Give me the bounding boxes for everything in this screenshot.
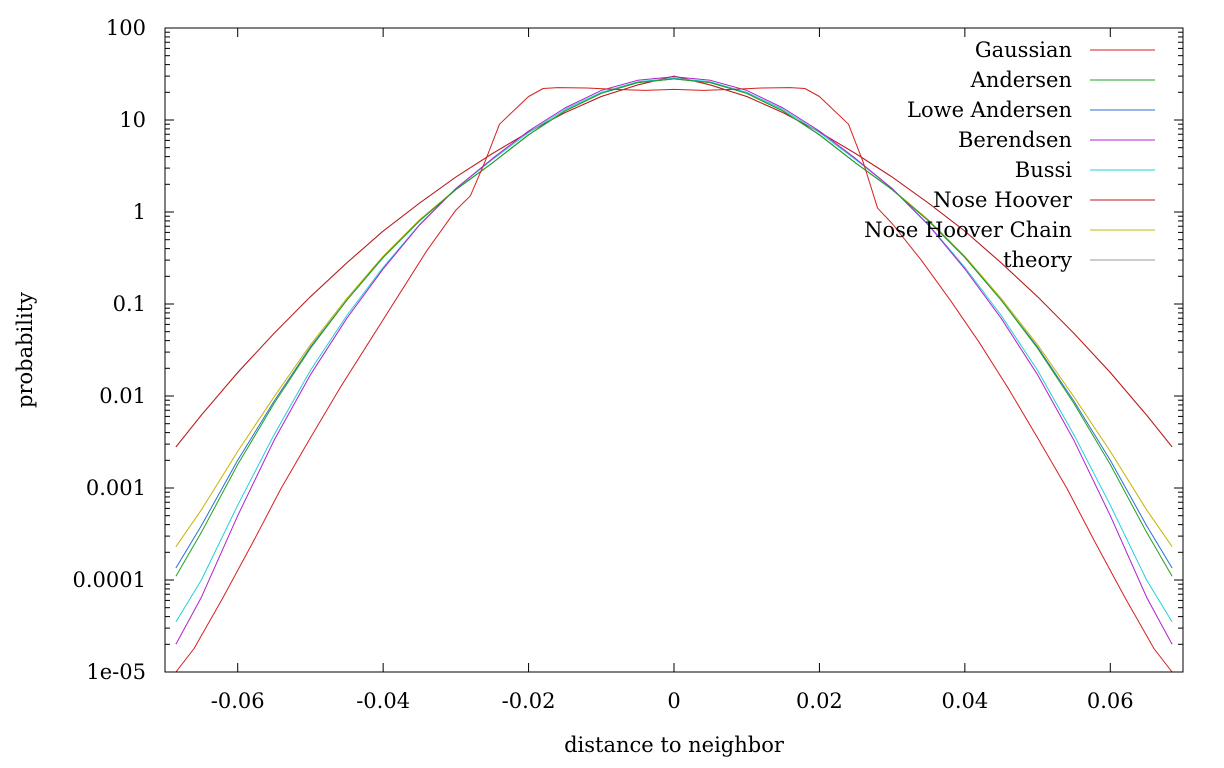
x-tick-label: -0.06 <box>211 689 265 713</box>
y-tick-label: 10 <box>119 108 146 132</box>
legend-label: Nose Hoover Chain <box>864 218 1072 242</box>
series-line-nose-hoover <box>175 75 1173 448</box>
x-axis-label: distance to neighbor <box>564 733 785 757</box>
x-tick-label: -0.04 <box>356 689 410 713</box>
x-tick-label: 0 <box>667 689 680 713</box>
y-tick-label: 0.0001 <box>73 568 146 592</box>
y-tick-label: 0.001 <box>86 476 146 500</box>
x-tick-label: -0.02 <box>502 689 556 713</box>
y-tick-label: 1e-05 <box>86 660 146 684</box>
series-line-bussi <box>175 77 1173 623</box>
legend-label: Lowe Andersen <box>907 98 1072 122</box>
x-tick-label: 0.04 <box>941 689 988 713</box>
y-axis-label: probability <box>13 292 37 408</box>
x-tick-label: 0.02 <box>796 689 843 713</box>
axis-ticks: -0.06 -0.04 -0.02 0 0.02 0.04 0.06 100 10 1 0.1 0.0… <box>73 16 1183 713</box>
legend: Gaussian Andersen Lowe Andersen Berendsen Bu… <box>864 38 1155 272</box>
series-line-andersen <box>175 78 1173 577</box>
x-tick-label: 0.06 <box>1087 689 1134 713</box>
series-line-berendsen <box>175 76 1173 645</box>
y-tick-label: 1 <box>133 200 146 224</box>
y-tick-label: 0.01 <box>99 384 146 408</box>
legend-label: Gaussian <box>975 38 1072 62</box>
legend-label: Andersen <box>970 68 1072 92</box>
series-layer <box>175 75 1173 672</box>
y-tick-label: 100 <box>106 16 146 40</box>
y-tick-label: 0.1 <box>113 292 146 316</box>
legend-label: Bussi <box>1015 158 1073 182</box>
legend-label: theory <box>1003 248 1072 272</box>
legend-label: Nose Hoover <box>933 188 1073 212</box>
series-line-lowe-andersen <box>175 78 1173 569</box>
legend-label: Berendsen <box>958 128 1072 152</box>
series-line-gaussian <box>175 87 1173 672</box>
plot-frame <box>164 27 1184 673</box>
